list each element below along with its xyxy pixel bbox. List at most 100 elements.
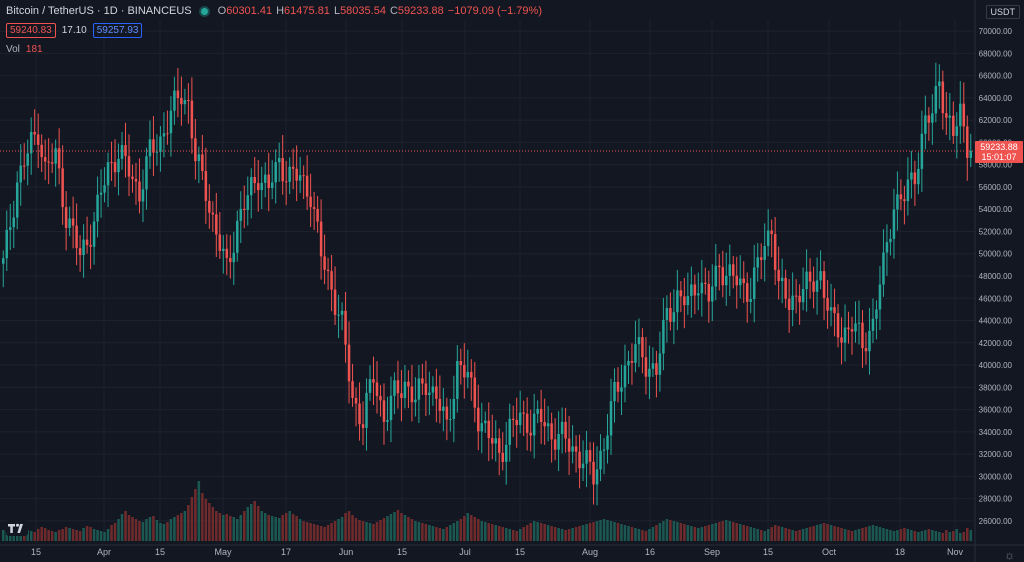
- candle-body: [962, 103, 966, 127]
- candle-body: [620, 387, 623, 392]
- time-axis-label: 17: [281, 547, 291, 557]
- candle-body: [361, 424, 365, 428]
- candle-body: [201, 154, 204, 172]
- candle-body: [787, 298, 791, 310]
- candle-body: [358, 403, 361, 425]
- time-axis-label: 15: [763, 547, 773, 557]
- volume-bar: [766, 529, 770, 541]
- volume-bar: [131, 517, 134, 541]
- candle-body: [780, 277, 784, 282]
- volume-bar: [2, 530, 5, 541]
- volume-bar: [630, 527, 634, 541]
- candle-body: [578, 451, 581, 469]
- candle-body: [54, 148, 57, 164]
- candle-body: [347, 344, 351, 382]
- candle-body: [319, 221, 323, 257]
- volume-bar: [857, 529, 861, 541]
- volume-bar: [557, 528, 560, 541]
- sell-button[interactable]: 59240.83: [6, 23, 56, 38]
- volume-bar: [850, 531, 854, 541]
- settings-gear-icon[interactable]: ☼: [1004, 548, 1015, 562]
- volume-bar: [64, 527, 68, 541]
- volume-legend[interactable]: Vol 181: [6, 44, 43, 55]
- candle-body: [71, 218, 75, 226]
- candle-body: [504, 444, 508, 462]
- candle-body: [665, 307, 669, 320]
- candle-body: [106, 162, 110, 186]
- tradingview-logo-icon[interactable]: [6, 520, 28, 536]
- candle-body: [899, 194, 903, 200]
- candle-body: [270, 182, 274, 188]
- candle-body: [372, 379, 375, 383]
- candle-body: [574, 446, 578, 452]
- volume-bar: [117, 519, 120, 541]
- candle-body: [550, 423, 553, 440]
- candle-body: [256, 183, 260, 191]
- volume-bar: [463, 516, 466, 541]
- candle-body: [588, 450, 592, 462]
- candle-body: [85, 239, 89, 246]
- volume-bar: [222, 515, 225, 541]
- volume-bar: [180, 513, 183, 541]
- candle-body: [683, 296, 686, 306]
- volume-bar: [169, 519, 173, 541]
- candle-body: [302, 175, 305, 177]
- volume-bar: [127, 515, 131, 541]
- volume-bar: [745, 526, 749, 541]
- candle-body: [861, 322, 864, 349]
- volume-bar: [61, 529, 64, 541]
- volume-bar: [442, 529, 445, 541]
- candle-body: [225, 248, 229, 258]
- candle-body: [658, 353, 662, 375]
- candle-body: [407, 381, 410, 387]
- volume-bar: [428, 525, 431, 541]
- candle-body: [477, 407, 480, 432]
- candle-body: [812, 281, 815, 292]
- volume-bar: [927, 529, 931, 541]
- currency-badge[interactable]: USDT: [985, 5, 1020, 19]
- volume-bar: [529, 523, 532, 541]
- price-axis-label: 42000.00: [979, 339, 1013, 348]
- volume-bar: [606, 520, 609, 541]
- candle-body: [819, 271, 822, 281]
- volume-bar: [358, 520, 361, 541]
- candle-body: [497, 438, 501, 453]
- price-axis-label: 66000.00: [979, 72, 1013, 81]
- volume-bar: [368, 523, 372, 541]
- volume-bar: [910, 530, 913, 541]
- volume-bar: [414, 521, 417, 541]
- volume-bar: [728, 521, 732, 541]
- volume-bar: [854, 530, 857, 541]
- candle-body: [756, 257, 759, 268]
- candle-body: [641, 337, 644, 358]
- candle-body: [711, 286, 714, 302]
- candle-body: [113, 162, 117, 173]
- low-value: 58035.54: [340, 5, 386, 17]
- volume-bar: [470, 515, 473, 541]
- candle-body: [295, 168, 298, 181]
- volume-bar: [382, 518, 386, 541]
- volume-bar: [763, 531, 766, 541]
- time-axis-label: Sep: [704, 547, 720, 557]
- candle-body: [595, 469, 599, 485]
- candle-body: [850, 329, 854, 332]
- symbol-title[interactable]: Bitcoin / TetherUS · 1D · BINANCEUS: [6, 5, 192, 17]
- candle-body: [194, 138, 197, 162]
- volume-bar: [484, 522, 487, 541]
- candle-body: [882, 252, 885, 285]
- candle-body: [410, 386, 414, 403]
- volume-bar: [920, 531, 924, 541]
- volume-bar: [749, 527, 752, 541]
- candle-body: [924, 115, 927, 134]
- candle-body: [770, 230, 773, 235]
- volume-bar: [183, 511, 187, 541]
- candle-body: [249, 177, 253, 196]
- buy-button[interactable]: 59257.93: [92, 23, 143, 38]
- volume-bar: [731, 522, 735, 541]
- candle-body: [525, 413, 529, 433]
- volume-bar: [316, 525, 319, 541]
- candle-body: [428, 392, 431, 396]
- volume-bar: [522, 527, 525, 541]
- candle-body: [728, 264, 732, 276]
